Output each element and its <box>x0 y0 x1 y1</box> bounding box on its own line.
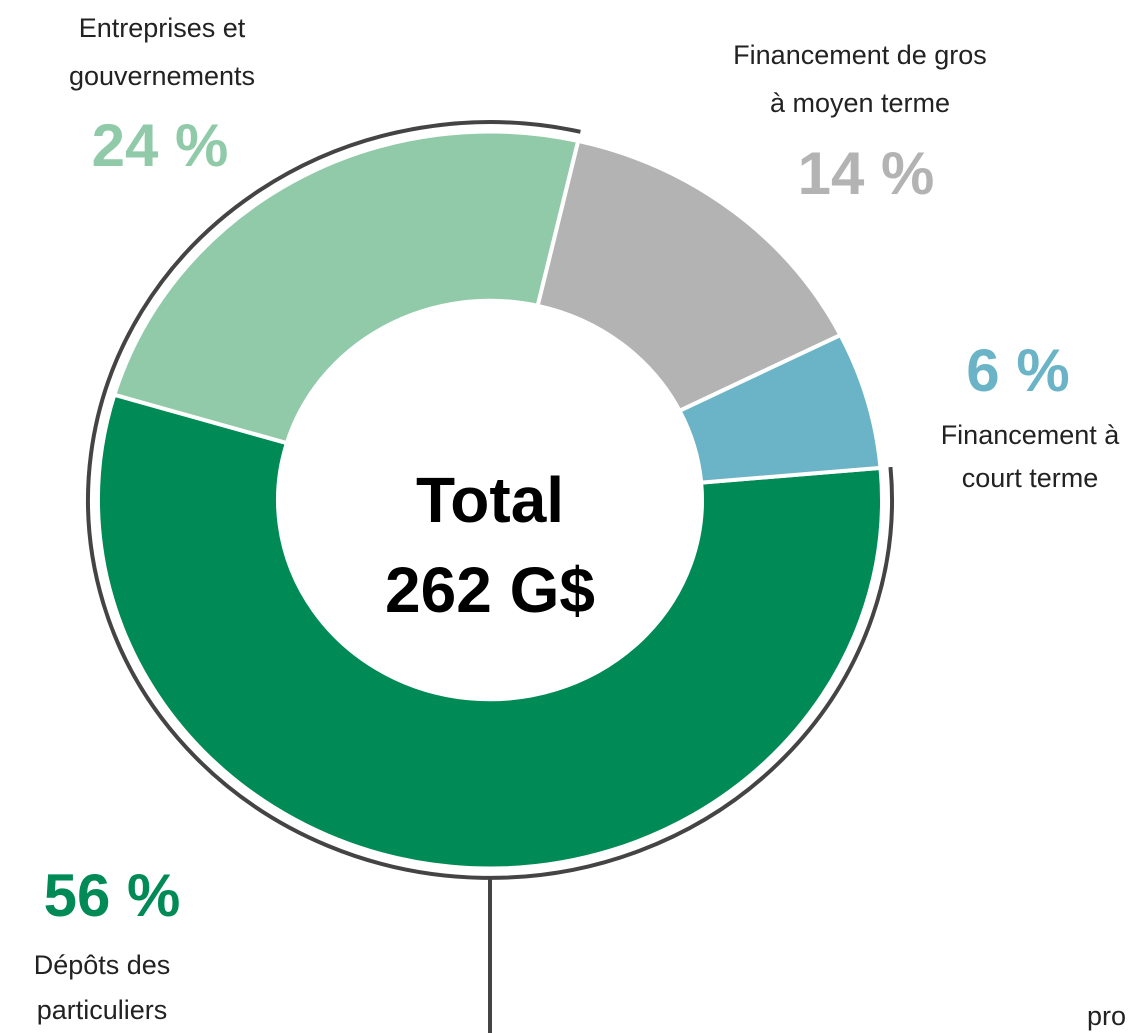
value-label: 6 % <box>966 337 1069 404</box>
value-label: 56 % <box>44 862 181 929</box>
donut-segment <box>111 129 581 446</box>
center-label: 262 G$ <box>385 554 595 626</box>
value-label: 14 % <box>798 140 935 207</box>
category-label: Financement de gros <box>733 40 987 70</box>
annotation: pro <box>1087 1001 1126 1031</box>
category-label: Entreprises et <box>79 13 246 43</box>
donut-segment <box>96 392 884 871</box>
category-label: gouvernements <box>69 61 255 91</box>
category-label: à moyen terme <box>770 88 950 118</box>
category-label: particuliers <box>37 995 168 1025</box>
category-label: Dépôts des <box>34 950 171 980</box>
value-label: 24 % <box>92 112 229 179</box>
donut-segment <box>535 138 844 414</box>
center-label: Total <box>416 464 564 536</box>
outline-arc <box>86 120 894 880</box>
category-label: Financement à <box>941 420 1121 450</box>
donut-segment <box>676 332 883 485</box>
category-label: court terme <box>962 463 1099 493</box>
